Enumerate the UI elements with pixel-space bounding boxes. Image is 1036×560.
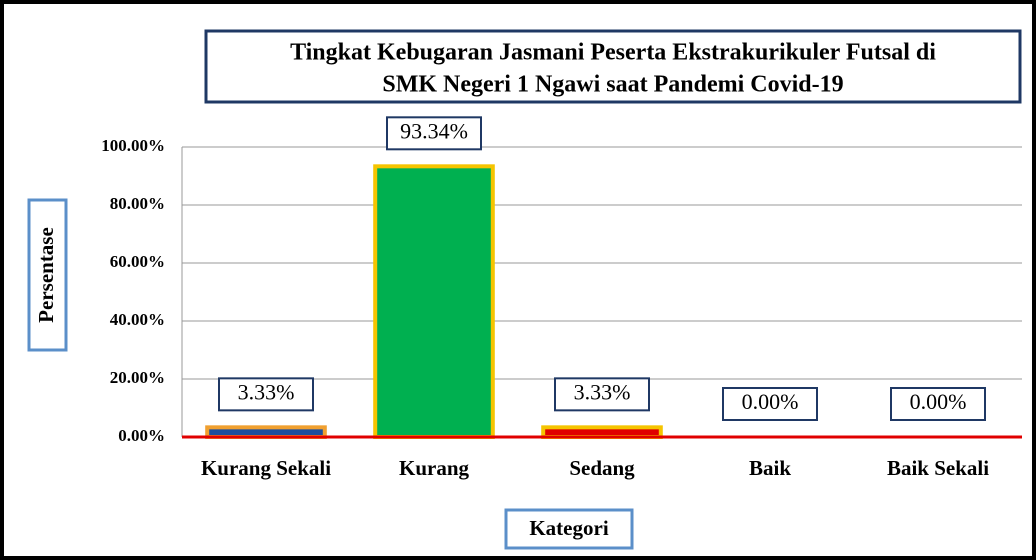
chart-title: SMK Negeri 1 Ngawi saat Pandemi Covid-19 (382, 72, 843, 98)
y-label-box (27, 198, 68, 352)
x-tick-label: Sedang (569, 456, 635, 480)
value-label-box (554, 377, 650, 412)
value-label: 3.33% (574, 379, 631, 404)
value-label-box (386, 116, 482, 151)
x-label-box (504, 508, 634, 550)
value-label-box (890, 387, 986, 421)
title-box (204, 29, 1022, 104)
bar (373, 164, 495, 439)
y-tick-label: 20.00% (110, 368, 165, 387)
x-tick-label: Kurang (399, 456, 470, 480)
x-tick-label: Baik Sekali (887, 456, 989, 480)
y-axis-label: Persentase (34, 227, 58, 323)
x-tick-label: Kurang Sekali (201, 456, 331, 480)
chart-title: Tingkat Kebugaran Jasmani Peserta Ekstra… (290, 40, 936, 66)
value-label: 93.34% (400, 118, 468, 143)
y-tick-label: 0.00% (118, 426, 165, 445)
value-label: 3.33% (238, 379, 295, 404)
x-tick-label: Baik (749, 456, 791, 480)
y-tick-label: 100.00% (101, 136, 165, 155)
y-tick-label: 60.00% (110, 252, 165, 271)
value-label-box (218, 377, 314, 412)
value-label-box (722, 387, 818, 421)
x-axis-label: Kategori (529, 516, 608, 540)
value-label: 0.00% (742, 389, 799, 414)
y-tick-label: 40.00% (110, 310, 165, 329)
y-tick-label: 80.00% (110, 194, 165, 213)
value-label: 0.00% (910, 389, 967, 414)
